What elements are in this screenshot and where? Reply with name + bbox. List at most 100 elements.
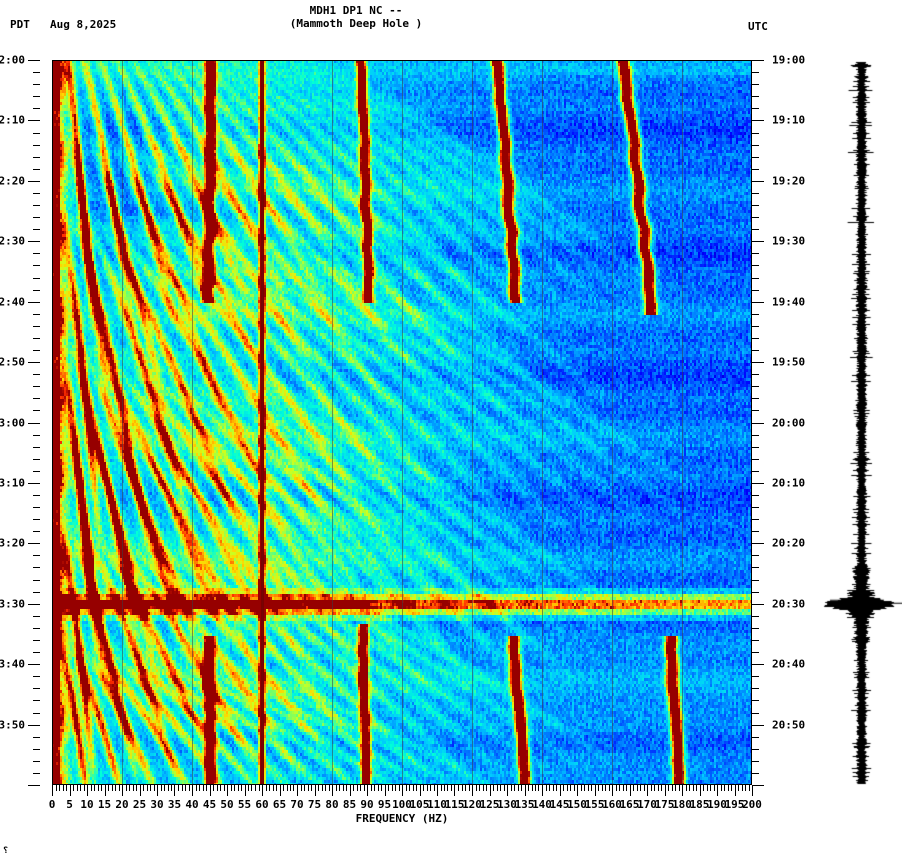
time-tick-minor-left — [33, 580, 40, 581]
time-tick-minor-left — [33, 410, 40, 411]
frequency-tick-minor — [189, 785, 190, 791]
frequency-tick-major — [105, 785, 106, 796]
frequency-tick-minor — [94, 785, 95, 791]
spectrogram-image[interactable] — [52, 60, 752, 785]
frequency-tick-minor — [399, 785, 400, 791]
frequency-label: 100 — [392, 798, 412, 811]
frequency-tick-minor — [220, 785, 221, 791]
time-tick-minor-right — [752, 205, 759, 206]
frequency-tick-minor — [556, 785, 557, 791]
frequency-tick-minor — [98, 785, 99, 791]
frequency-tick-minor — [514, 785, 515, 791]
frequency-tick-minor — [486, 785, 487, 791]
frequency-tick-minor — [213, 785, 214, 791]
time-tick-minor-right — [752, 616, 759, 617]
frequency-tick-minor — [724, 785, 725, 791]
frequency-tick-minor — [521, 785, 522, 791]
time-tick-minor-left — [33, 737, 40, 738]
frequency-tick-minor — [423, 785, 424, 791]
frequency-tick-minor — [588, 785, 589, 791]
time-label-right: 19:10 — [772, 113, 806, 127]
time-tick-minor-right — [752, 326, 759, 327]
frequency-tick-major — [262, 785, 263, 796]
frequency-tick-minor — [504, 785, 505, 791]
time-tick-minor-left — [33, 108, 40, 109]
frequency-tick-minor — [500, 785, 501, 791]
time-tick-minor-left — [33, 205, 40, 206]
frequency-tick-minor — [616, 785, 617, 791]
frequency-tick-minor — [742, 785, 743, 791]
frequency-tick-minor — [714, 785, 715, 791]
frequency-tick-minor — [178, 785, 179, 791]
frequency-tick-minor — [679, 785, 680, 791]
frequency-tick-minor — [651, 785, 652, 791]
time-tick-minor-right — [752, 193, 759, 194]
frequency-label: 30 — [150, 798, 164, 811]
frequency-tick-minor — [707, 785, 708, 791]
time-tick-minor-left — [33, 592, 40, 593]
time-tick-minor-right — [752, 133, 759, 134]
time-tick-minor-right — [752, 265, 759, 266]
seismogram-trace[interactable] — [820, 58, 902, 788]
time-tick-minor-right — [752, 169, 759, 170]
time-tick-major-right — [752, 664, 764, 665]
time-tick-major-left — [28, 60, 40, 61]
time-tick-minor-left — [33, 688, 40, 689]
time-tick-minor-left — [33, 350, 40, 351]
frequency-tick-major — [350, 785, 351, 796]
time-tick-major-left — [28, 241, 40, 242]
frequency-tick-minor — [112, 785, 113, 791]
frequency-tick-minor — [364, 785, 365, 791]
frequency-tick-major — [315, 785, 316, 796]
time-label-left: 12:00 — [0, 53, 25, 67]
time-tick-major-right — [752, 241, 764, 242]
frequency-tick-major — [52, 785, 53, 796]
time-tick-major-right — [752, 120, 764, 121]
time-tick-minor-right — [752, 278, 759, 279]
frequency-tick-minor — [374, 785, 375, 791]
time-tick-minor-right — [752, 555, 759, 556]
frequency-tick-major — [752, 785, 753, 796]
time-tick-minor-left — [33, 676, 40, 677]
time-tick-minor-left — [33, 640, 40, 641]
frequency-label: 75 — [307, 798, 322, 811]
time-label-right: 19:00 — [772, 53, 806, 67]
time-tick-minor-right — [752, 253, 759, 254]
frequency-tick-minor — [311, 785, 312, 791]
frequency-label: 120 — [462, 798, 482, 811]
frequency-tick-major — [577, 785, 578, 796]
frequency-tick-minor — [567, 785, 568, 791]
frequency-tick-major — [297, 785, 298, 796]
frequency-tick-minor — [413, 785, 414, 791]
frequency-label: 155 — [584, 798, 605, 811]
frequency-tick-minor — [710, 785, 711, 791]
frequency-tick-minor — [293, 785, 294, 791]
frequency-tick-minor — [171, 785, 172, 791]
time-label-right: 20:10 — [772, 476, 806, 490]
frequency-tick-minor — [168, 785, 169, 791]
frequency-tick-minor — [318, 785, 319, 791]
frequency-tick-minor — [441, 785, 442, 791]
frequency-tick-minor — [427, 785, 428, 791]
time-tick-minor-right — [752, 386, 759, 387]
time-tick-minor-left — [33, 265, 40, 266]
time-label-right: 19:50 — [772, 355, 806, 369]
frequency-label: 15 — [97, 798, 112, 811]
frequency-label: 200 — [742, 798, 762, 811]
time-tick-minor-right — [752, 217, 759, 218]
frequency-tick-minor — [259, 785, 260, 791]
time-tick-minor-left — [33, 326, 40, 327]
time-tick-minor-right — [752, 398, 759, 399]
time-tick-minor-right — [752, 640, 759, 641]
frequency-tick-major — [122, 785, 123, 796]
time-tick-minor-left — [33, 519, 40, 520]
frequency-tick-minor — [570, 785, 571, 791]
frequency-tick-minor — [602, 785, 603, 791]
frequency-tick-major — [192, 785, 193, 796]
frequency-tick-minor — [675, 785, 676, 791]
frequency-axis-title: FREQUENCY (HZ) — [355, 812, 449, 825]
frequency-tick-minor — [154, 785, 155, 791]
time-tick-minor-right — [752, 108, 759, 109]
frequency-tick-major — [560, 785, 561, 796]
frequency-label: 0 — [48, 798, 56, 811]
